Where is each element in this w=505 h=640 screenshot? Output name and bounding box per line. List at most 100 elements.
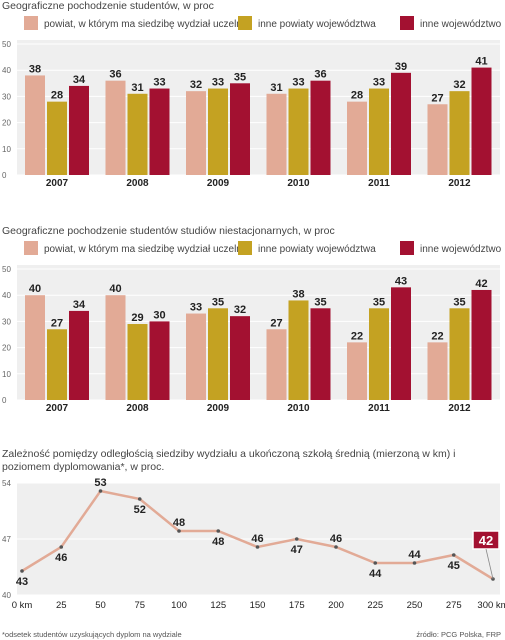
chart2-data-label: 35 [373,296,385,308]
chart1-bar-2010-1 [288,88,309,175]
chart2-data-label: 30 [153,309,165,321]
chart2-bar-2007-1 [47,329,67,400]
chart2-legend-swatch-2 [400,241,414,255]
chart1-data-label: 41 [475,56,487,68]
chart1-bar-2010-0 [266,93,287,175]
chart2-data-label: 35 [212,296,224,308]
chart3-point [59,545,64,549]
chart1-data-label: 34 [73,74,86,86]
chart2-xtick-label: 2012 [448,403,471,414]
footnote: *odsetek studentów uzyskujących dyplom n… [2,630,182,639]
chart3-xtick-label: 150 [250,600,266,611]
chart1-bar-2012-1 [449,91,470,175]
chart2-xtick-label: 2010 [287,403,310,414]
chart2-data-label: 38 [292,288,304,300]
chart1-bar-2011-2 [391,72,411,175]
chart3-data-label: 46 [330,533,342,545]
chart3-point [137,497,142,501]
chart2-xtick-label: 2008 [126,403,149,414]
chart2-data-label: 32 [234,304,246,316]
chart3-data-label: 48 [212,536,224,548]
chart3-xtick-label: 25 [56,600,67,611]
chart3-xtick-label: 300 km [477,600,505,611]
chart3-xtick-label: 200 [328,600,344,611]
chart3-point [334,545,338,549]
chart1-data-label: 31 [131,82,143,94]
chart2-bar-2007-2 [69,310,89,400]
chart3-ytick-label: 47 [2,535,11,544]
chart2-data-label: 27 [270,317,282,329]
chart1-legend-label-2: inne województwo [420,19,502,30]
chart1-data-label: 33 [212,77,224,89]
chart1-xtick-label: 2007 [46,178,69,189]
chart3-data-label: 53 [94,477,106,489]
chart2-bar-2010-1 [288,300,309,400]
chart3-xtick-label: 125 [210,600,226,611]
chart1-xtick-label: 2012 [448,178,471,189]
chart3-xtick-label: 250 [407,600,423,611]
chart3-data-label: 46 [55,552,67,564]
chart2-xtick-label: 2011 [368,403,390,414]
chart3-line-chart: 40 47 54 43 0 km 46 25 53 50 52 75 48 100 48 125 46 150 4… [2,477,505,611]
chart2-ytick-label: 40 [2,291,11,300]
chart2-data-label: 27 [51,317,63,329]
chart2-bar-2009-2 [230,316,250,400]
chart3-point [294,537,299,541]
chart2-bar-2007-0 [25,295,45,400]
chart1-bar-2007-0 [25,75,45,175]
chart3-xtick-label: 100 [171,600,187,611]
chart1-bar-chart: powiat, w którym ma siedzibę wydział ucz… [2,16,502,189]
chart1-bar-2009-1 [208,88,228,175]
chart1-legend-swatch-0 [24,16,38,30]
chart2-bar-2012-1 [449,308,470,400]
chart3-data-label: 43 [16,576,28,588]
chart3-data-label: 42 [479,533,493,548]
chart3-point [373,561,378,565]
chart3-point [216,529,221,533]
chart2-bar-2008-2 [149,321,170,400]
chart2-bar-2010-2 [310,308,331,400]
chart2-data-label: 22 [351,330,363,342]
chart1-xtick-label: 2010 [287,178,310,189]
chart3-xtick-label: 50 [95,600,106,611]
chart2-legend-label-2: inne województwo [420,244,502,255]
chart2-xtick-label: 2007 [46,403,69,414]
chart3-point [451,553,456,557]
chart2-data-label: 42 [475,278,487,290]
chart1-bar-2012-0 [427,104,448,175]
chart3-data-label: 47 [291,544,303,556]
chart1-plot-background [17,40,500,175]
chart3-data-label: 48 [173,517,185,529]
chart1-legend-label-1: inne powiaty województwa [258,19,376,30]
chart3-ytick-label: 40 [2,591,11,600]
chart1-bar-2008-2 [149,88,170,175]
chart2-bar-2008-1 [127,324,148,400]
chart1-bar-2007-2 [69,85,89,175]
chart1-bar-2008-1 [127,93,148,175]
chart2-ytick-label: 0 [2,396,7,405]
chart3-ytick-label: 54 [2,479,11,488]
chart1-data-label: 32 [190,79,202,91]
chart1-legend-swatch-2 [400,16,414,30]
chart3-xtick-label: 275 [446,600,462,611]
chart1-bar-2009-2 [230,83,250,175]
chart1-data-label: 33 [373,77,385,89]
source-note: źródło: PCG Polska, FRP [416,630,501,639]
chart1-ytick-label: 50 [2,40,11,49]
chart3-data-label: 52 [134,504,146,516]
chart1-data-label: 28 [51,90,63,102]
chart2-data-label: 40 [29,283,41,295]
chart3-xtick-label: 75 [134,600,145,611]
chart3-point [412,561,417,565]
chart2-data-label: 34 [73,299,86,311]
chart1-ytick-label: 40 [2,66,11,75]
chart2-bar-2009-0 [186,313,206,400]
chart2-ytick-label: 30 [2,317,11,326]
chart1-ytick-label: 20 [2,119,11,128]
chart3-xtick-label: 175 [289,600,305,611]
chart2-bar-2011-2 [391,287,411,400]
chart2-data-label: 22 [431,330,443,342]
chart2-legend-swatch-0 [24,241,38,255]
chart3-point [177,529,181,533]
chart2-data-label: 29 [131,312,143,324]
